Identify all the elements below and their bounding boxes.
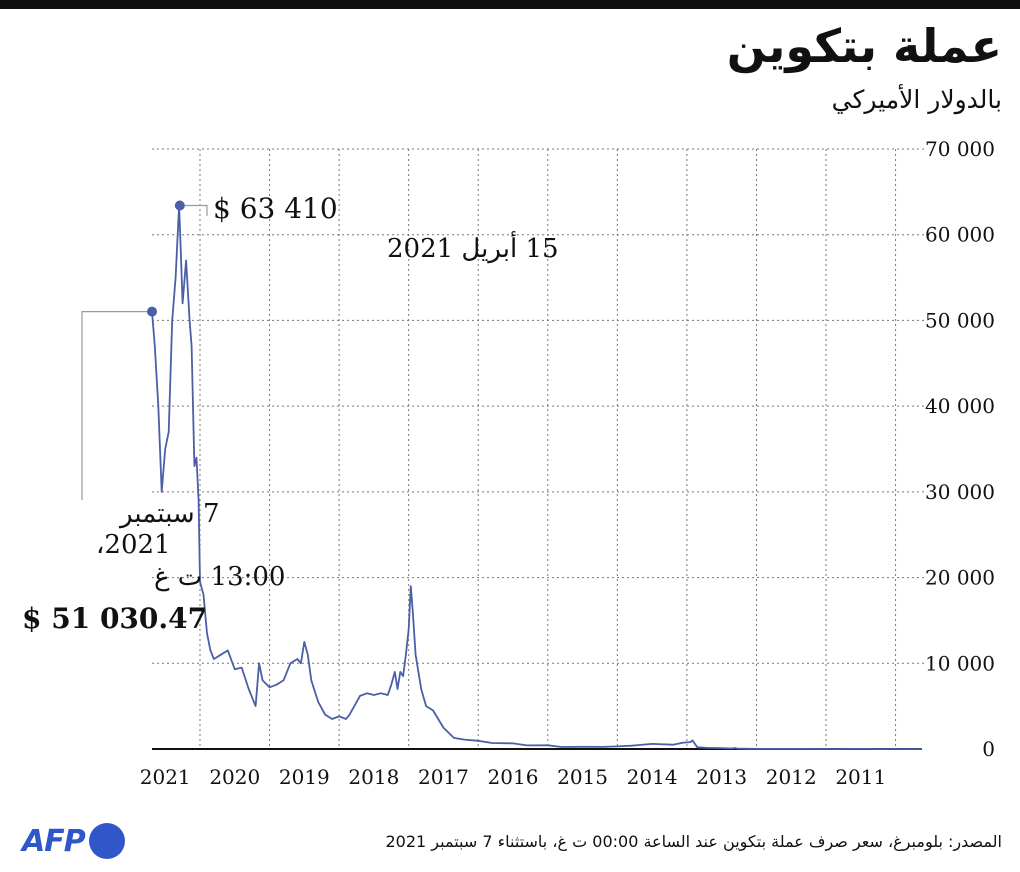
chart-grid: [152, 148, 924, 749]
x-tick-label: 2014: [627, 765, 678, 789]
peak-point: [174, 200, 185, 211]
x-tick-label: 2013: [696, 765, 747, 789]
y-axis-ticks: 0 10 000 20 000 30 000 40 000 50 000 60 000 70 …: [925, 137, 995, 761]
x-tick-label: 2019: [279, 765, 330, 789]
y-tick-label: 60 000: [925, 223, 995, 247]
source-note: المصدر: بلومبرغ، سعر صرف عملة بتكوين عند…: [385, 832, 1003, 851]
x-tick-label: 2016: [488, 765, 539, 789]
latest-date-line2: 2021،: [96, 530, 171, 560]
y-tick-label: 20 000: [925, 566, 995, 590]
afp-logo-dot: [88, 823, 125, 859]
latest-point: [147, 306, 157, 317]
annotation-peak: $ 63 410 15 أبريل 2021: [174, 192, 559, 264]
x-tick-label: 2012: [766, 765, 817, 789]
y-tick-label: 40 000: [925, 394, 995, 418]
y-tick-label: 30 000: [925, 480, 995, 504]
series-line: [151, 204, 922, 750]
afp-logo-text: AFP: [22, 823, 86, 859]
x-tick-label: 2015: [557, 765, 608, 789]
latest-date-line1: 7 سبتمبر: [118, 499, 220, 529]
x-tick-label: 2018: [348, 765, 399, 789]
x-tick-label: 2021: [140, 765, 191, 789]
peak-date-label: 15 أبريل 2021: [387, 230, 559, 264]
peak-value-label: $ 63 410: [213, 192, 338, 225]
x-axis-ticks: 2011 2012 2013 2014 2015 2016 2017 2018 2019 2020…: [140, 765, 886, 789]
latest-leader-line: [81, 310, 152, 500]
x-tick-label: 2011: [835, 765, 886, 789]
top-rule: [0, 0, 1020, 9]
latest-time-label: 13:00 ت غ: [154, 562, 285, 592]
page-title: عملة بتكوين: [726, 19, 1002, 73]
y-tick-label: 50 000: [925, 308, 995, 332]
y-tick-label: 0: [982, 737, 995, 761]
afp-logo: AFP: [22, 821, 125, 861]
x-tick-label: 2017: [418, 765, 469, 789]
latest-value-label: $ 51 030.47: [22, 602, 207, 635]
y-tick-label: 70 000: [925, 137, 995, 161]
y-tick-label: 10 000: [925, 651, 995, 675]
page-subtitle: بالدولار الأميركي: [831, 85, 1002, 114]
peak-leader-line: [179, 204, 208, 216]
x-tick-label: 2020: [209, 765, 260, 789]
annotation-latest: 7 سبتمبر 2021، 13:00 ت غ $ 51 030.47: [22, 306, 285, 635]
